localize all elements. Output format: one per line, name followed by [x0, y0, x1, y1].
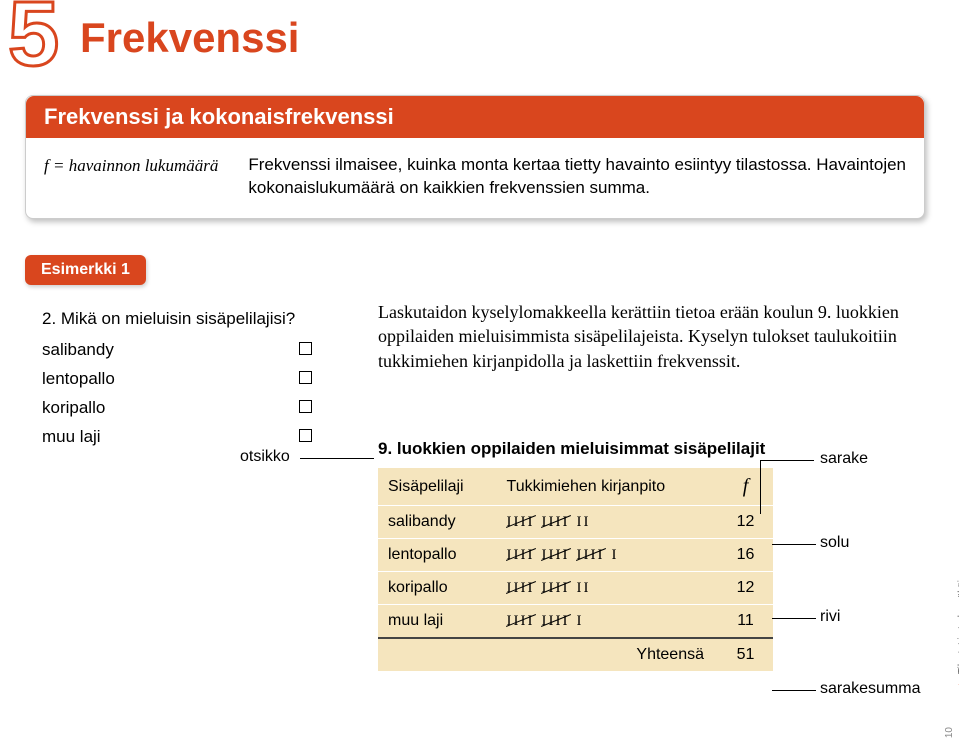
cell-name: lentopallo: [378, 539, 497, 572]
annotation-sarake: sarake: [820, 450, 868, 468]
definition-box: Frekvenssi ja kokonaisfrekvenssi f = hav…: [25, 95, 925, 219]
annotation-line: [772, 690, 816, 691]
annotation-line: [772, 544, 816, 545]
total-label: Yhteensä: [497, 638, 718, 672]
annotation-sarakesumma: sarakesumma: [820, 680, 920, 698]
annotation-solu: solu: [820, 534, 849, 552]
cell-f: 12: [718, 572, 773, 605]
definition-text: Frekvenssi ilmaisee, kuinka monta kertaa…: [248, 154, 906, 200]
annotation-line: [772, 618, 816, 619]
annotation-line: [300, 458, 374, 459]
checkbox-icon: [299, 371, 312, 384]
survey-option: lentopallo: [42, 365, 312, 394]
table-row: lentopalloIIIIIIIIIIIII16: [378, 539, 773, 572]
cell-tally: IIIIIIIIII: [497, 572, 718, 605]
survey-question: 2. Mikä on mieluisin sisäpelilajisi?: [42, 305, 312, 334]
table-row: salibandyIIIIIIIIII12: [378, 506, 773, 539]
cell-f: 12: [718, 506, 773, 539]
table-total-row: Yhteensä51: [378, 638, 773, 672]
checkbox-icon: [299, 429, 312, 442]
survey-box: 2. Mikä on mieluisin sisäpelilajisi? sal…: [42, 305, 312, 451]
cell-f: 11: [718, 605, 773, 639]
col-header: f: [718, 468, 773, 506]
annotation-rivi: rivi: [820, 608, 840, 626]
annotation-otsikko: otsikko: [240, 448, 290, 466]
cell-name: koripallo: [378, 572, 497, 605]
chapter-number: 5: [8, 0, 55, 87]
definition-header: Frekvenssi ja kokonaisfrekvenssi: [26, 96, 924, 138]
cell-tally: IIIIIIIIII: [497, 506, 718, 539]
example-label: Esimerkki 1: [25, 255, 146, 285]
cell-f: 16: [718, 539, 773, 572]
option-label: muu laji: [42, 423, 101, 452]
table-row: koripalloIIIIIIIIII12: [378, 572, 773, 605]
survey-option: salibandy: [42, 336, 312, 365]
table-title: 9. luokkien oppilaiden mieluisimmat sisä…: [378, 438, 798, 460]
table-header-row: Sisäpelilaji Tukkimiehen kirjanpito f: [378, 468, 773, 506]
table-row: muu lajiIIIIIIIII11: [378, 605, 773, 639]
cell-tally: IIIIIIIII: [497, 605, 718, 639]
survey-option: koripallo: [42, 394, 312, 423]
total-value: 51: [718, 638, 773, 672]
annotation-line: [760, 460, 814, 461]
col-header: Sisäpelilaji: [378, 468, 497, 506]
col-header: Tukkimiehen kirjanpito: [497, 468, 718, 506]
cell-name: salibandy: [378, 506, 497, 539]
table-wrap: 9. luokkien oppilaiden mieluisimmat sisä…: [378, 438, 798, 672]
cell-tally: IIIIIIIIIIIII: [497, 539, 718, 572]
chapter-title: Frekvenssi: [80, 14, 299, 62]
option-label: salibandy: [42, 336, 114, 365]
annotation-line: [760, 460, 761, 514]
cell-name: muu laji: [378, 605, 497, 639]
checkbox-icon: [299, 342, 312, 355]
option-label: lentopallo: [42, 365, 115, 394]
definition-formula: f = havainnon lukumäärä: [44, 154, 218, 200]
frequency-table: Sisäpelilaji Tukkimiehen kirjanpito f sa…: [378, 468, 773, 672]
checkbox-icon: [299, 400, 312, 413]
description-text: Laskutaidon kyselylomakkeella kerättiin …: [378, 300, 918, 373]
option-label: koripallo: [42, 394, 105, 423]
